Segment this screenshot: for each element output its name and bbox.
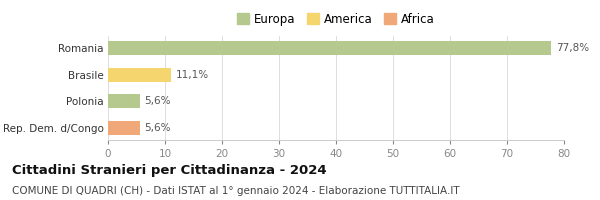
Text: 5,6%: 5,6%: [145, 96, 171, 106]
Text: 5,6%: 5,6%: [145, 123, 171, 133]
Text: COMUNE DI QUADRI (CH) - Dati ISTAT al 1° gennaio 2024 - Elaborazione TUTTITALIA.: COMUNE DI QUADRI (CH) - Dati ISTAT al 1°…: [12, 186, 460, 196]
Bar: [108, 121, 140, 135]
Legend: Europa, America, Africa: Europa, America, Africa: [233, 8, 439, 30]
Bar: [108, 94, 140, 108]
Text: Cittadini Stranieri per Cittadinanza - 2024: Cittadini Stranieri per Cittadinanza - 2…: [12, 164, 326, 177]
Text: 77,8%: 77,8%: [556, 43, 589, 53]
Bar: [108, 68, 171, 82]
Text: 11,1%: 11,1%: [176, 70, 209, 80]
Bar: [108, 41, 551, 55]
